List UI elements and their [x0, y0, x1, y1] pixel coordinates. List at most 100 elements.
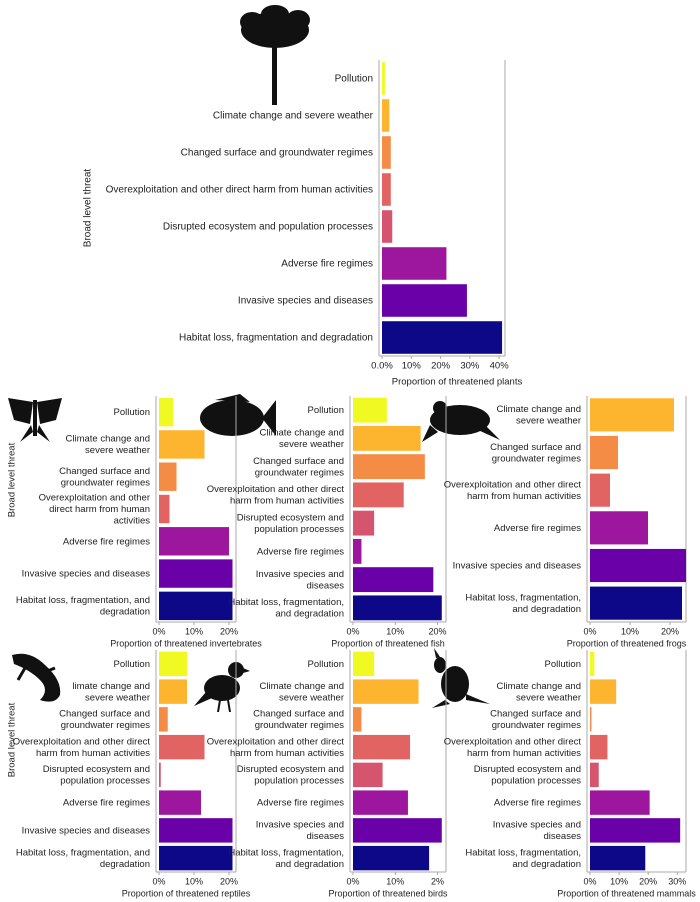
x-tick-label: 0% [346, 876, 359, 886]
bar [382, 62, 385, 95]
bar [353, 425, 421, 451]
category-label: Climate change and severe weather [497, 404, 582, 427]
bar [353, 762, 383, 788]
category-label: Overexploitation and other direct harm fr… [39, 492, 151, 526]
x-tick-label: 20% [639, 876, 657, 886]
x-tick-label: 20% [661, 626, 679, 636]
lizard-icon [12, 653, 61, 702]
category-label: Adverse fire regimes [494, 522, 581, 533]
category-label: Changed surface and groundwater regimes [490, 441, 581, 464]
category-label: Invasive species and diseases [256, 568, 344, 591]
category-label: Invasive species and diseases [238, 295, 373, 306]
bar [159, 462, 177, 491]
x-tick-label: 0% [583, 876, 596, 886]
category-label: Overexploitation and other direct harm fr… [207, 736, 345, 759]
category-label: Changed surface and groundwater regimes [253, 455, 344, 478]
category-label: Climate change and severe weather [213, 110, 374, 121]
bar [353, 538, 362, 564]
category-label: Adverse fire regimes [63, 797, 150, 808]
bar [159, 651, 187, 677]
y-axis-label: Broad level threat [7, 442, 18, 517]
bar [159, 430, 205, 459]
bar [590, 586, 682, 620]
bar [590, 790, 650, 815]
bar [159, 397, 173, 427]
bar [382, 210, 393, 243]
category-label: Disrupted ecosystem and population proces… [237, 764, 344, 787]
bar [353, 679, 419, 704]
kangaroo-icon [432, 648, 490, 708]
bar [353, 818, 442, 843]
x-tick-label: 0.0% [371, 361, 393, 372]
bar [159, 591, 233, 621]
category-label: Habitat loss, fragmentation, and degradat… [465, 592, 581, 615]
category-label: Invasive species and diseases [22, 568, 151, 579]
category-label: Habitat loss, fragmentation, and degradat… [465, 847, 581, 870]
x-tick-label: 10% [621, 626, 639, 636]
x-axis-label: Proportion of threatened mammals [557, 888, 696, 898]
bar [353, 482, 404, 508]
bar [353, 845, 430, 871]
x-tick-label: 20% [431, 361, 451, 372]
bar [159, 845, 233, 871]
bar [382, 173, 391, 206]
category-label: Overexploitation and other direct harm fr… [207, 484, 345, 507]
bar [159, 707, 168, 732]
category-label: Changed surface and groundwater regimes [253, 708, 344, 731]
x-axis-label: Proportion of threatened frogs [567, 638, 687, 648]
x-tick-label: 0% [346, 626, 359, 636]
category-label: Disrupted ecosystem and population proces… [474, 764, 581, 787]
category-label: Overexploitation and other direct harm f… [106, 184, 373, 195]
bar [382, 136, 391, 169]
x-axis-label: Proportion of threatened birds [328, 888, 448, 898]
bird-icon [194, 662, 250, 713]
bar [159, 762, 161, 788]
bar [353, 651, 375, 677]
category-label: Disrupted ecosystem and population proces… [43, 764, 150, 787]
bar [353, 595, 442, 621]
category-label: Climate change and severe weather [260, 427, 345, 450]
bar [159, 679, 187, 704]
frog-icon [422, 401, 500, 442]
bar [353, 707, 362, 732]
bar [159, 790, 201, 815]
x-axis-label: Proportion of threatened plants [392, 377, 523, 388]
category-label: Changed surface and groundwater regimes [490, 708, 581, 731]
bar [590, 398, 674, 432]
category-label: Adverse fire regimes [494, 797, 581, 808]
x-tick-label: 30% [668, 876, 686, 886]
category-label: Habitat loss, fragmentation, and degradat… [228, 847, 344, 870]
x-tick-label: 20% [220, 626, 238, 636]
category-label: Habitat loss, fragmentation, and degradat… [228, 597, 344, 620]
bar [382, 284, 467, 317]
bar [590, 511, 648, 545]
x-tick-label: 0% [583, 626, 596, 636]
x-tick-label: 10% [610, 876, 628, 886]
category-label: Habitat loss, fragmentation, and degradat… [16, 847, 150, 870]
bar [590, 548, 686, 583]
x-tick-label: 20% [220, 876, 238, 886]
category-label: Pollution [114, 658, 150, 669]
y-axis-label: Broad level threat [7, 702, 18, 777]
bar [353, 567, 434, 593]
fish-icon [200, 394, 276, 436]
bar [382, 99, 390, 132]
x-axis-label: Proportion of threatened reptiles [122, 888, 251, 898]
category-label: Changed surface and groundwater regimes [59, 708, 150, 731]
x-tick-label: 10% [185, 876, 203, 886]
bar [590, 762, 599, 788]
bar [382, 247, 447, 280]
bar [159, 734, 205, 760]
category-label: Invasive species and diseases [493, 819, 581, 842]
x-tick-label: 2% [431, 876, 444, 886]
x-tick-label: 10% [386, 626, 404, 636]
bar [353, 454, 425, 480]
category-label: limate change and severe weather [72, 680, 150, 703]
bar [590, 707, 592, 732]
category-label: Adverse fire regimes [281, 258, 373, 269]
category-label: Pollution [545, 658, 581, 669]
category-label: Adverse fire regimes [257, 797, 344, 808]
category-label: Overexploitation and other direct harm fr… [444, 736, 582, 759]
bar [590, 845, 646, 871]
bar [353, 397, 387, 423]
